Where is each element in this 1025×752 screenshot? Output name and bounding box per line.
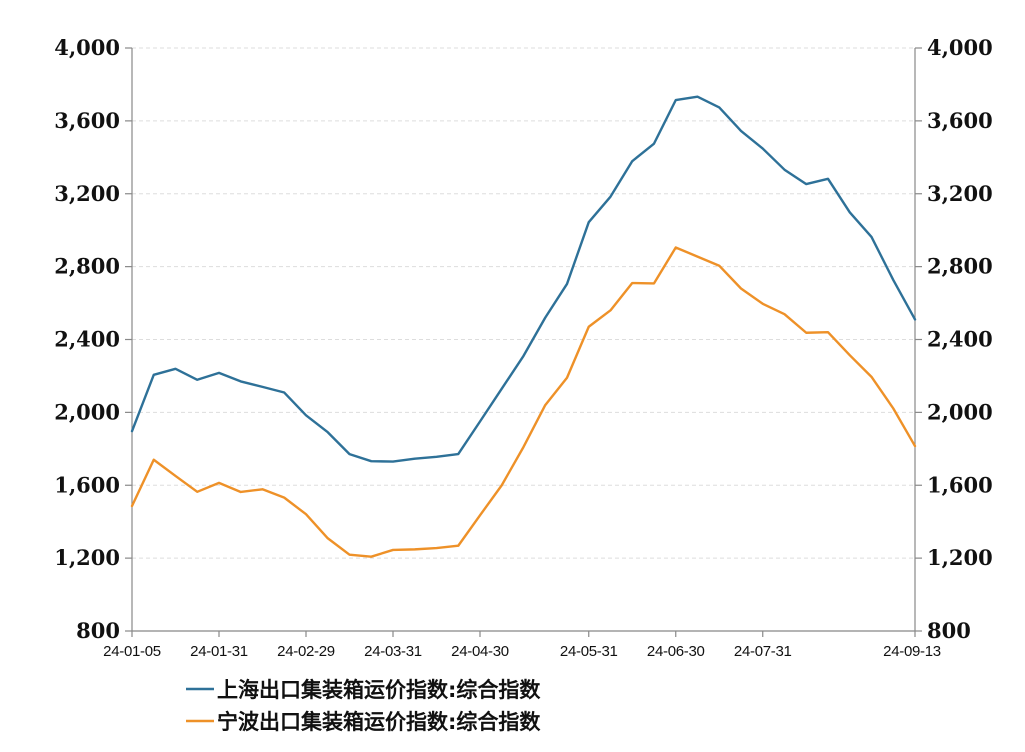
y-axis-right-ticks: 800 1,200 1,600 2,000 2,400 2,800 3,200 3,600 4,… [915,35,993,643]
grid-lines [132,47,915,559]
series-lines [130,95,917,558]
y-tick-label-left: 3,200 [54,181,120,206]
y-tick-label-left: 2,000 [54,399,120,424]
x-tick-label: 24-03-31 [364,643,422,660]
x-tick-label: 24-01-31 [190,643,248,660]
x-tick-label: 24-05-31 [560,643,618,660]
x-tick-label: 24-04-30 [451,643,509,660]
y-tick-label-right: 800 [927,618,971,643]
y-tick-label-left: 4,000 [54,35,120,60]
y-tick-label-right: 1,200 [927,545,993,570]
y-tick-label-left: 3,600 [54,108,120,133]
y-tick-label-left: 2,400 [54,327,120,352]
legend-label-2: 宁波出口集装箱运价指数:综合指数 [217,710,541,734]
y-tick-label-right: 3,600 [927,108,993,133]
legend-label-1: 上海出口集装箱运价指数:综合指数 [217,678,541,702]
y-tick-label-right: 1,600 [927,472,993,497]
x-tick-label: 24-02-29 [277,643,335,660]
x-tick-label: 24-01-05 [103,643,161,660]
y-axis-left-ticks: 800 1,200 1,600 2,000 2,400 2,800 3,200 3,600 4,… [54,35,132,643]
x-tick-label: 24-07-31 [734,643,792,660]
y-tick-label-left: 1,200 [54,545,120,570]
y-tick-label-right: 2,000 [927,399,993,424]
y-tick-label-left: 2,800 [54,254,120,279]
y-tick-label-left: 1,600 [54,472,120,497]
x-tick-label: 24-09-13 [883,643,941,660]
y-tick-label-right: 4,000 [927,35,993,60]
y-tick-label-right: 2,400 [927,327,993,352]
y-tick-label-right: 3,200 [927,181,993,206]
y-tick-label-right: 2,800 [927,254,993,279]
x-axis-ticks: 24-01-05 24-01-31 24-02-29 24-03-31 24-04-30… [103,631,941,660]
x-tick-label: 24-06-30 [647,643,705,660]
series-line-2 [130,246,917,558]
y-tick-label-left: 800 [76,618,120,643]
series-line-1 [130,95,917,463]
